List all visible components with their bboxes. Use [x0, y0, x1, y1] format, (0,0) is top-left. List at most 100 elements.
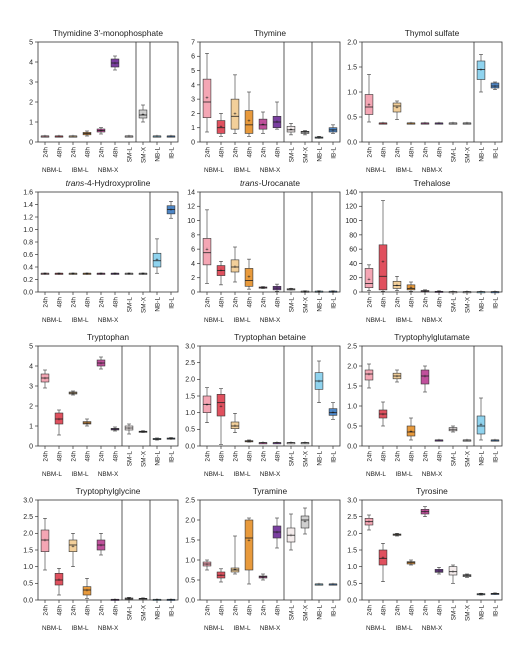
mean-marker: + [155, 258, 158, 264]
mean-marker: + [437, 121, 440, 127]
x-tick-label: SM-X [302, 146, 309, 163]
box-48h: + [54, 271, 64, 277]
mean-marker: + [331, 128, 334, 134]
box-body [300, 515, 310, 529]
plot-frame [361, 191, 503, 293]
x-tick-label: 48h [408, 147, 415, 158]
box-body [54, 573, 64, 586]
x-tick-label: 48h [436, 605, 443, 616]
y-tick-label: 6 [191, 54, 195, 61]
x-tick-label: SM-X [464, 604, 471, 621]
y-tick-label: 2.5 [347, 343, 357, 350]
x-tick-label: 24h [366, 451, 373, 462]
box-48h: + [406, 417, 416, 441]
box-48h: + [378, 200, 388, 292]
box-24h: + [420, 289, 430, 295]
y-tick-label: 0.0 [23, 289, 33, 296]
group-label: NBM-L [42, 471, 62, 478]
box-body [230, 259, 240, 273]
y-tick-label: 2 [29, 99, 33, 106]
x-tick-label: 24h [260, 147, 267, 158]
box-IB-L: + [328, 402, 338, 420]
panel-6: Trehalose 0 20 40 60 80 100 120 140 24h 48h 24h 48h 2… [345, 178, 503, 324]
box-body [202, 78, 212, 119]
mean-marker: + [43, 271, 46, 277]
box-NB-L: + [314, 582, 324, 588]
panel-title: Tyrosine [416, 486, 448, 496]
x-tick-label: SM-L [450, 605, 457, 621]
group-label: NBM-L [204, 471, 224, 478]
mean-marker: + [275, 119, 278, 125]
y-tick-label: 1.5 [347, 547, 357, 554]
mean-marker: + [381, 121, 384, 127]
box-24h: + [96, 533, 106, 556]
y-tick-label: 2.0 [23, 531, 33, 538]
x-tick-label: 24h [366, 297, 373, 308]
mean-marker: + [395, 283, 398, 289]
box-48h: + [406, 121, 416, 127]
group-label: IBM-L [233, 167, 250, 174]
box-body [476, 60, 486, 80]
group-label: NBM-L [42, 317, 62, 324]
mean-marker: + [381, 555, 384, 561]
mean-marker: + [205, 562, 208, 568]
mean-marker: + [317, 289, 320, 295]
mean-marker: + [85, 588, 88, 594]
box-SM-X: + [300, 289, 310, 295]
mean-marker: + [395, 105, 398, 111]
plot-frame [199, 41, 341, 143]
mean-marker: + [219, 268, 222, 274]
group-label: NBM-X [260, 471, 281, 478]
x-tick-label: 24h [394, 297, 401, 308]
box-48h: + [110, 426, 120, 433]
x-tick-label: 48h [380, 605, 387, 616]
x-tick-label: 24h [42, 451, 49, 462]
box-body [490, 82, 500, 89]
box-IB-L: + [490, 592, 500, 598]
y-tick-label: 2.5 [185, 497, 195, 504]
mean-marker: + [233, 264, 236, 270]
box-body [420, 369, 430, 385]
x-tick-label: 24h [260, 297, 267, 308]
mean-marker: + [289, 287, 292, 293]
x-tick-label: IB-L [330, 605, 337, 617]
mean-marker: + [169, 597, 172, 603]
x-tick-label: NB-L [478, 297, 485, 312]
x-tick-label: SM-L [126, 297, 133, 313]
mean-marker: + [289, 441, 292, 447]
group-label: NBM-L [204, 625, 224, 632]
box-body [68, 539, 78, 552]
y-tick-label: 0.5 [185, 427, 195, 434]
y-tick-label: 0.5 [185, 577, 195, 584]
x-tick-label: SM-L [288, 451, 295, 467]
y-tick-label: 1.2 [23, 214, 33, 221]
x-tick-label: 24h [394, 147, 401, 158]
box-48h: + [82, 578, 92, 599]
group-label: IBM-L [395, 317, 412, 324]
x-tick-label: 48h [408, 297, 415, 308]
box-body [364, 268, 374, 289]
box-IB-L: + [166, 597, 176, 603]
y-tick-label: 1.0 [347, 89, 357, 96]
y-tick-label: 3 [29, 383, 33, 390]
box-24h: + [364, 74, 374, 123]
box-48h: + [244, 439, 254, 445]
x-tick-label: SM-L [450, 451, 457, 467]
x-tick-label: SM-L [288, 605, 295, 621]
y-tick-label: 0.5 [347, 423, 357, 430]
mean-marker: + [423, 510, 426, 516]
box-body [378, 549, 388, 566]
x-tick-label: SM-X [302, 450, 309, 467]
mean-marker: + [317, 582, 320, 588]
group-label: IBM-L [71, 471, 88, 478]
x-tick-label: 24h [394, 605, 401, 616]
mean-marker: + [289, 127, 292, 133]
x-tick-label: 48h [218, 147, 225, 158]
x-tick-label: 48h [84, 451, 91, 462]
panel-10: Tryptophylglycine 0.0 0.5 1.0 1.5 2.0 2.5 3.0 24… [23, 486, 179, 632]
y-tick-label: 3.0 [347, 497, 357, 504]
x-tick-label: 48h [380, 451, 387, 462]
box-body [152, 252, 162, 268]
mean-marker: + [43, 538, 46, 544]
x-tick-label: 48h [436, 147, 443, 158]
